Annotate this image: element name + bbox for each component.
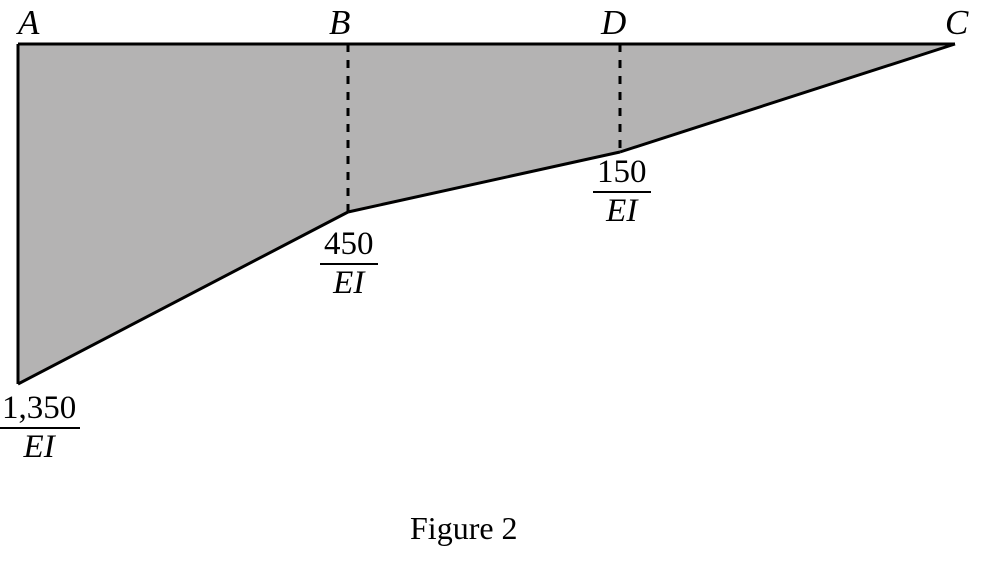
mei-diagram: A B D C 1,350 EI 450 EI 150 EI Figure 2: [0, 0, 981, 566]
figure-caption: Figure 2: [410, 510, 518, 547]
label-D: D: [601, 3, 626, 43]
value-D-num: 150: [593, 156, 651, 191]
label-B: B: [329, 3, 350, 43]
value-B-den: EI: [329, 265, 368, 300]
value-D: 150 EI: [593, 156, 651, 228]
diagram-svg: [0, 0, 981, 566]
value-A-num: 1,350: [0, 392, 80, 427]
value-D-den: EI: [602, 193, 641, 228]
value-B-num: 450: [320, 228, 378, 263]
value-B: 450 EI: [320, 228, 378, 300]
value-A: 1,350 EI: [0, 392, 80, 464]
label-A: A: [18, 3, 39, 43]
value-A-den: EI: [20, 429, 59, 464]
label-C: C: [945, 3, 968, 43]
